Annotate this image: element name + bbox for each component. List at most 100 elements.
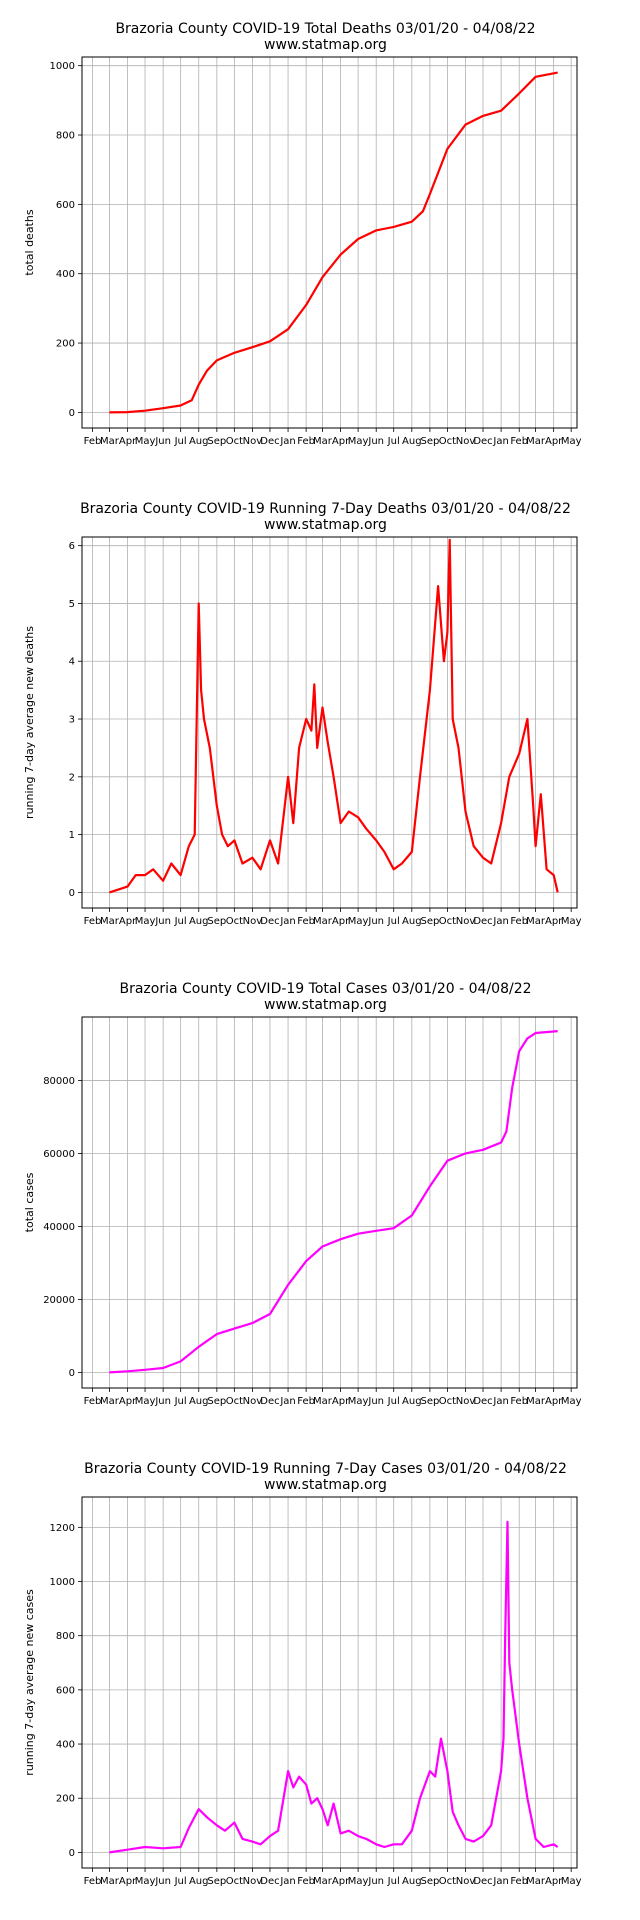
series-line — [109, 1030, 558, 1374]
x-tick-label: Aug — [189, 1396, 209, 1407]
x-tick-label: Jun — [154, 436, 171, 447]
x-tick-label: Oct — [439, 916, 456, 927]
chart-running-7day-deaths: Brazoria County COVID-19 Running 7-Day D… — [0, 480, 640, 960]
x-tick-label: Feb — [84, 1396, 102, 1407]
x-tick-label: Apr — [545, 916, 563, 927]
x-tick-label: Apr — [545, 1396, 563, 1407]
x-tick-label: Oct — [439, 1396, 456, 1407]
y-gridlines — [82, 1080, 577, 1373]
x-gridlines — [92, 1017, 572, 1388]
chart-total-deaths: Brazoria County COVID-19 Total Deaths 03… — [0, 0, 640, 480]
y-tick-label: 1000 — [50, 61, 75, 72]
x-tick-label: Dec — [473, 916, 492, 927]
y-tick-label: 1 — [69, 830, 75, 841]
y-tick-label: 200 — [56, 1794, 75, 1805]
chart-title: Brazoria County COVID-19 Running 7-Day D… — [80, 501, 571, 517]
x-tick-label: Nov — [456, 436, 476, 447]
chart-svg: Brazoria County COVID-19 Running 7-Day D… — [23, 501, 582, 927]
x-tick-label: Sep — [207, 1876, 226, 1887]
y-tick-label: 600 — [56, 1685, 75, 1696]
x-tick-label: Jan — [279, 916, 295, 927]
x-tick-label: Feb — [84, 436, 102, 447]
x-tick-label: Sep — [207, 436, 226, 447]
y-tick-label: 80000 — [43, 1076, 75, 1087]
x-tick-label: Apr — [332, 1876, 350, 1887]
x-tick-label: May — [561, 916, 582, 927]
x-tick-label: Mar — [313, 436, 333, 447]
x-tick-label: Nov — [456, 1396, 476, 1407]
y-axis-label: total cases — [23, 1172, 36, 1232]
x-tick-label: Nov — [456, 916, 476, 927]
x-tick-label: Nov — [243, 1396, 263, 1407]
x-tick-label: Aug — [402, 1876, 422, 1887]
chart-title: Brazoria County COVID-19 Total Deaths 03… — [115, 21, 535, 37]
x-tick-label: Apr — [332, 1396, 350, 1407]
x-tick-label: Jun — [367, 916, 384, 927]
y-tick-label: 0 — [69, 408, 75, 419]
y-tick-label: 200 — [56, 339, 75, 350]
x-tick-label: Jan — [492, 1876, 508, 1887]
y-axis-label: total deaths — [23, 209, 36, 275]
x-tick-label: Jul — [174, 916, 187, 927]
x-tick-label: Aug — [189, 436, 209, 447]
y-tick-label: 400 — [56, 269, 75, 280]
x-tick-label: May — [135, 916, 156, 927]
x-tick-label: May — [348, 1876, 369, 1887]
x-tick-label: Feb — [510, 436, 528, 447]
x-tick-label: Jul — [174, 1396, 187, 1407]
y-tick-label: 0 — [69, 1848, 75, 1859]
x-tick-label: Mar — [526, 1876, 546, 1887]
x-tick-label: Oct — [439, 1876, 456, 1887]
x-tick-label: Sep — [420, 436, 439, 447]
x-tick-label: Apr — [119, 1396, 137, 1407]
x-gridlines — [92, 537, 572, 908]
x-tick-label: Mar — [100, 436, 120, 447]
x-gridlines — [92, 57, 572, 428]
x-tick-label: Aug — [189, 1876, 209, 1887]
series-line — [109, 1520, 559, 1854]
x-tick-label: Aug — [402, 436, 422, 447]
chart-svg: Brazoria County COVID-19 Total Cases 03/… — [23, 981, 582, 1407]
series-line — [109, 71, 558, 414]
x-tick-label: Jul — [174, 436, 187, 447]
x-tick-label: Jan — [492, 916, 508, 927]
plot-frame — [81, 536, 578, 909]
x-tick-label: May — [561, 1876, 582, 1887]
x-tick-label: Mar — [313, 916, 333, 927]
chart-total-cases: Brazoria County COVID-19 Total Cases 03/… — [0, 960, 640, 1440]
x-tick-label: Jul — [387, 1876, 400, 1887]
x-tick-label: Aug — [189, 916, 209, 927]
y-tick-label: 5 — [69, 599, 75, 610]
chart-subtitle: www.statmap.org — [264, 1477, 387, 1493]
y-tick-label: 600 — [56, 200, 75, 211]
x-tick-label: Nov — [243, 916, 263, 927]
x-tick-label: Jun — [367, 436, 384, 447]
x-tick-label: Feb — [297, 436, 315, 447]
x-gridlines — [92, 1497, 572, 1868]
y-gridlines — [82, 65, 577, 413]
x-tick-label: Feb — [84, 916, 102, 927]
x-tick-label: Nov — [243, 1876, 263, 1887]
x-tick-label: Oct — [439, 436, 456, 447]
x-tick-label: Feb — [297, 916, 315, 927]
x-tick-label: Mar — [526, 1396, 546, 1407]
y-tick-label: 800 — [56, 131, 75, 142]
x-tick-label: Jul — [174, 1876, 187, 1887]
x-tick-label: Oct — [226, 1396, 243, 1407]
plot-frame — [81, 1016, 578, 1389]
chart-subtitle: www.statmap.org — [264, 997, 387, 1013]
x-tick-label: Jan — [279, 1876, 295, 1887]
x-tick-label: Mar — [100, 916, 120, 927]
x-tick-label: Jul — [387, 1396, 400, 1407]
x-tick-label: May — [348, 916, 369, 927]
x-tick-label: Jun — [154, 916, 171, 927]
y-tick-label: 20000 — [43, 1295, 75, 1306]
chart-running-7day-cases: Brazoria County COVID-19 Running 7-Day C… — [0, 1440, 640, 1920]
y-tick-label: 6 — [69, 541, 75, 552]
x-tick-label: Jun — [367, 1396, 384, 1407]
y-tick-label: 0 — [69, 888, 75, 899]
x-tick-label: Sep — [420, 1876, 439, 1887]
x-tick-label: Feb — [510, 1396, 528, 1407]
plot-frame — [81, 1496, 578, 1869]
x-tick-label: Mar — [526, 436, 546, 447]
